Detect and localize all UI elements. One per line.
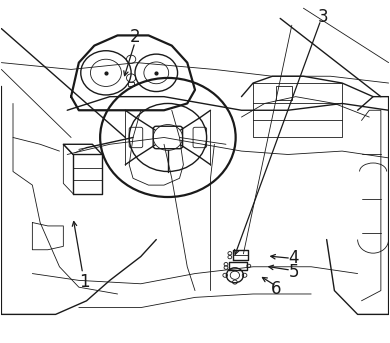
Text: 3: 3: [317, 8, 328, 26]
Text: 6: 6: [271, 280, 282, 298]
Text: 2: 2: [129, 28, 140, 46]
Text: 4: 4: [289, 249, 299, 267]
Text: 1: 1: [79, 273, 90, 291]
Bar: [277, 86, 292, 100]
Text: 5: 5: [289, 263, 299, 281]
Bar: [128, 82, 134, 86]
